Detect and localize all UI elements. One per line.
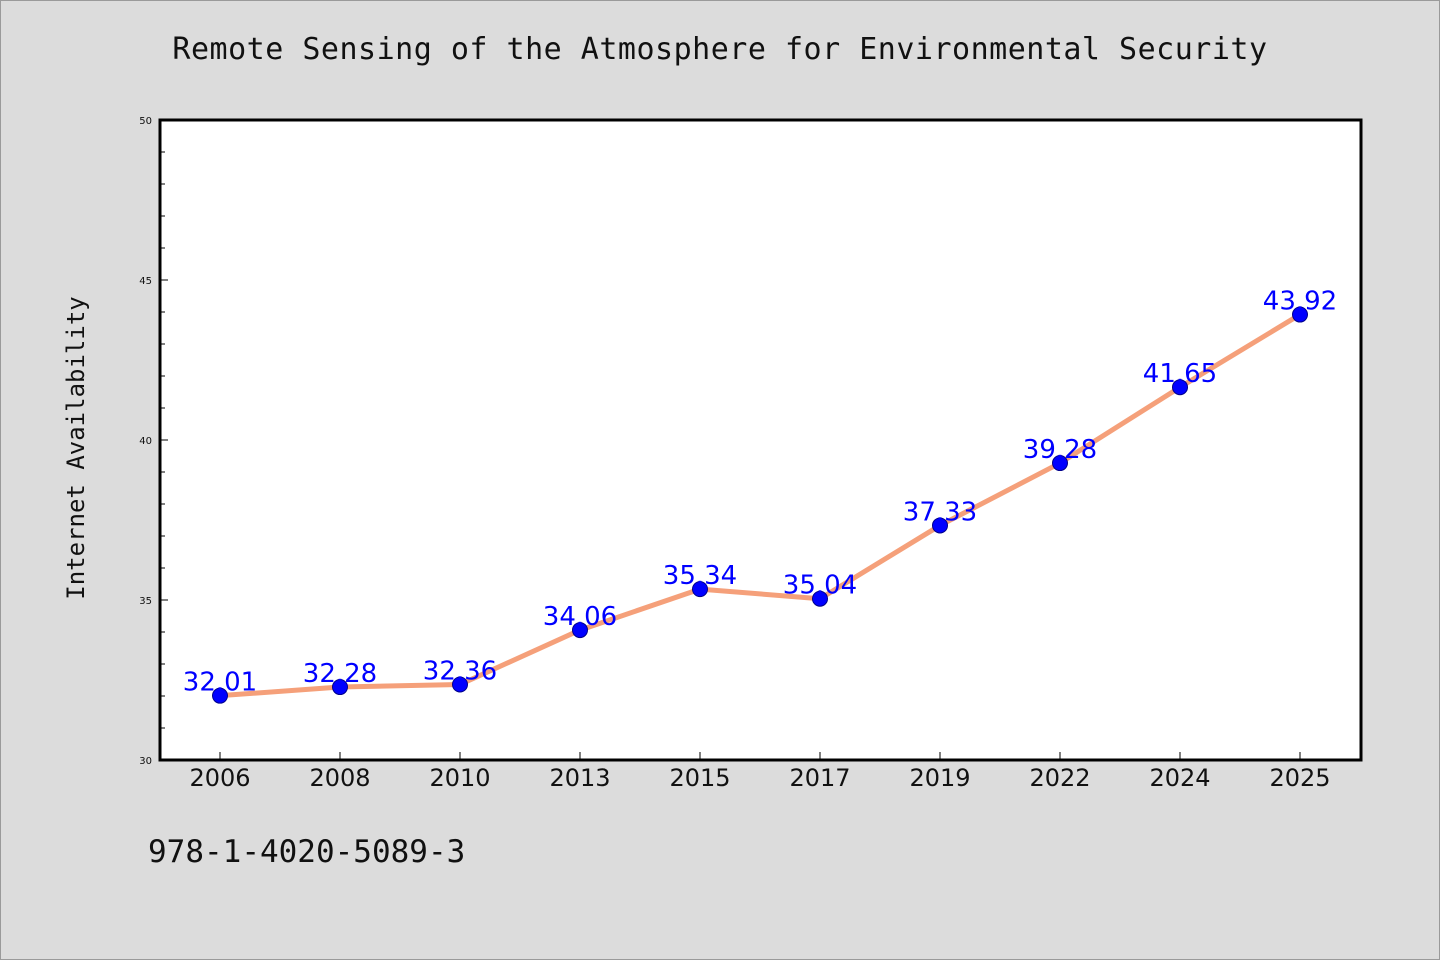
data-label: 39.28 bbox=[1023, 435, 1097, 465]
x-axis: 2006 2008 2010 2013 2015 2017 2019 2022 2024 2025 bbox=[189, 752, 1331, 792]
data-label: 35.34 bbox=[663, 561, 737, 591]
x-tick-label: 2025 bbox=[1269, 764, 1330, 792]
data-label: 35.04 bbox=[783, 571, 857, 601]
x-tick-label: 2010 bbox=[429, 764, 490, 792]
y-tick-label: 35 bbox=[139, 596, 152, 607]
x-tick-label: 2008 bbox=[309, 764, 370, 792]
data-label: 32.36 bbox=[423, 656, 497, 686]
plot-area bbox=[158, 118, 1363, 762]
data-point bbox=[572, 622, 588, 639]
data-labels: 32.01 32.28 32.36 34.06 35.34 35.04 37.33 39.28… bbox=[183, 287, 1337, 698]
y-tick-label: 45 bbox=[139, 276, 152, 287]
x-tick-label: 2019 bbox=[909, 764, 970, 792]
y-axis-label: Internet Availability bbox=[62, 296, 90, 599]
isbn-text: 978-1-4020-5089-3 bbox=[148, 834, 466, 870]
series-line bbox=[217, 312, 1303, 699]
data-label: 32.28 bbox=[303, 659, 377, 689]
data-point bbox=[332, 679, 348, 696]
data-point bbox=[1052, 455, 1068, 472]
data-point bbox=[692, 581, 708, 598]
y-axis: 30 35 40 45 50 bbox=[139, 116, 168, 767]
data-point bbox=[1292, 306, 1308, 323]
data-label: 32.01 bbox=[183, 668, 257, 698]
data-point bbox=[452, 676, 468, 693]
y-tick-label: 50 bbox=[139, 116, 152, 127]
x-tick-label: 2024 bbox=[1149, 764, 1210, 792]
data-point bbox=[812, 590, 828, 607]
data-point bbox=[212, 687, 228, 704]
x-tick-label: 2006 bbox=[189, 764, 250, 792]
x-tick-label: 2022 bbox=[1029, 764, 1090, 792]
data-label: 43.92 bbox=[1263, 287, 1337, 317]
data-markers bbox=[212, 306, 1308, 704]
data-label: 34.06 bbox=[543, 602, 617, 632]
x-tick-label: 2015 bbox=[669, 764, 730, 792]
y-tick-label: 30 bbox=[139, 756, 152, 767]
data-label: 41.65 bbox=[1143, 359, 1217, 389]
data-point bbox=[1172, 379, 1188, 396]
x-tick-label: 2017 bbox=[789, 764, 850, 792]
x-tick-label: 2013 bbox=[549, 764, 610, 792]
y-tick-label: 40 bbox=[139, 436, 152, 447]
chart-title: Remote Sensing of the Atmosphere for Env… bbox=[172, 32, 1268, 67]
data-label: 37.33 bbox=[903, 497, 977, 527]
data-point bbox=[932, 517, 948, 534]
